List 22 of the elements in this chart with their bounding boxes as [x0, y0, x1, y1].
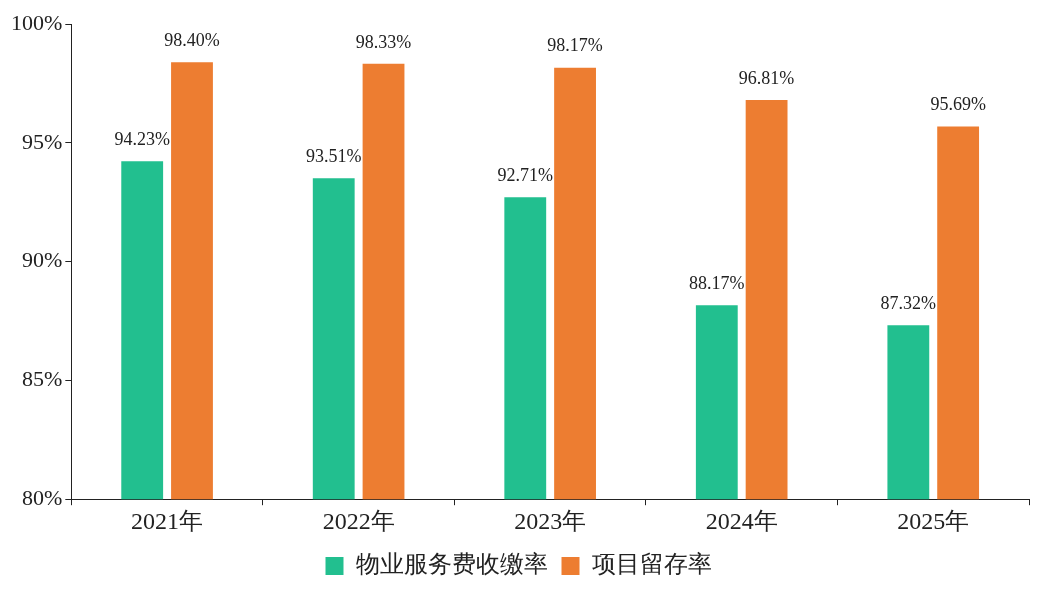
y-tick-label: 80% [22, 484, 63, 510]
y-tick-label: 95% [22, 128, 63, 154]
x-tick-label: 2023年 [514, 507, 587, 534]
y-tick-label: 100% [11, 9, 63, 35]
data-label: 87.32% [880, 293, 937, 314]
x-tick-label: 2024年 [705, 507, 778, 534]
data-label: 94.23% [114, 128, 170, 149]
data-label: 98.33% [355, 31, 412, 52]
y-tick-label: 85% [22, 366, 63, 392]
x-tick-label: 2021年 [131, 507, 204, 534]
data-label: 93.51% [305, 146, 362, 167]
x-tick-label: 2022年 [322, 507, 395, 534]
y-tick-label: 90% [22, 247, 63, 273]
data-label: 96.81% [738, 67, 795, 88]
data-label: 98.40% [164, 29, 220, 50]
x-tick-label: 2025年 [897, 507, 970, 534]
legend-label: 物业服务费收缴率 [355, 551, 548, 578]
data-label: 88.17% [689, 272, 745, 293]
legend-label: 项目留存率 [591, 551, 712, 578]
data-label: 98.17% [547, 35, 603, 56]
data-label: 95.69% [930, 94, 986, 115]
data-label: 92.71% [497, 165, 554, 186]
